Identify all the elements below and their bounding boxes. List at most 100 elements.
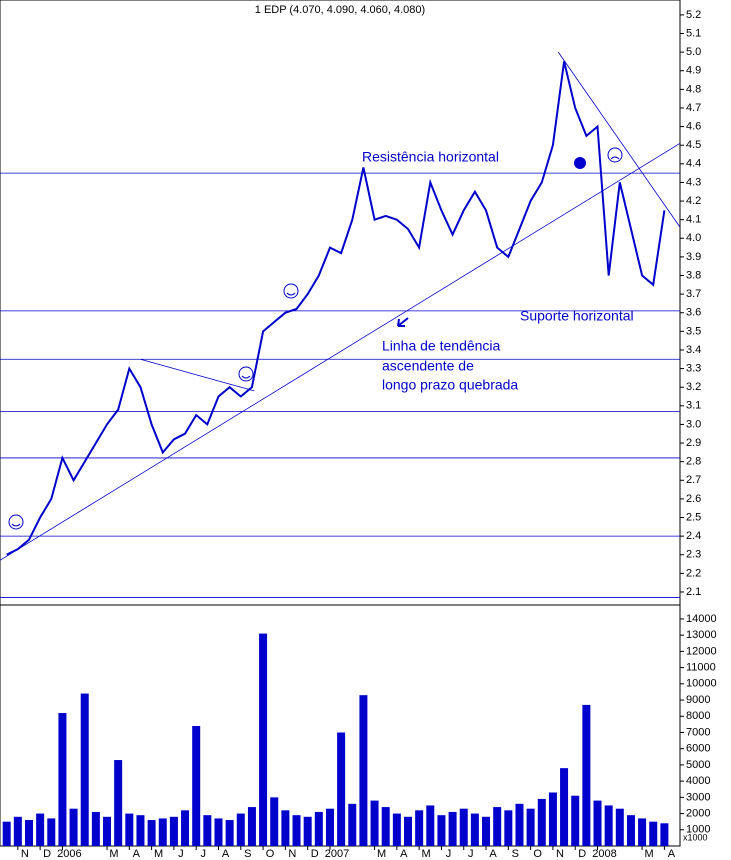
volume-bar [638,818,647,846]
y-tick-label: 2.3 [686,549,701,561]
x-tick-label: J [178,848,184,860]
x-tick-label: D [311,848,319,860]
x-tick-label: M [422,848,431,860]
volume-bar [348,803,357,846]
volume-bar [571,795,580,846]
y-tick-label: 4.3 [686,176,701,188]
x-tick-label: J [446,848,452,860]
y-tick-label: 2.6 [686,493,701,505]
volume-bar [169,816,178,846]
y-tick-label: 2.7 [686,474,701,486]
x-tick-label: S [512,848,519,860]
volume-bar [114,760,123,846]
volume-bar [192,725,201,846]
x-tick-label: A [222,848,230,860]
trend-line [557,51,681,228]
volume-bar [325,808,334,846]
y-tick-label: 4.9 [686,65,701,77]
x-tick-label: M [645,848,654,860]
x-tick-label: J [200,848,206,860]
y-tick-label: 14000 [686,613,717,625]
volume-bar [515,803,524,846]
volume-bar [259,633,268,846]
smileys [8,147,623,530]
annotation: Linha de tendência [382,338,501,354]
volume-bar [437,815,446,846]
y-tick-label: 8000 [686,710,710,722]
y-tick-label: 2.1 [686,586,701,598]
x-tick-label: A [400,848,408,860]
x-tick-label: A [489,848,497,860]
y-tick-label: 2000 [686,807,710,819]
volume-bar [493,807,502,846]
volume-bar [314,811,323,846]
y-tick-label: 4000 [686,775,710,787]
y-tick-label: 2.9 [686,437,701,449]
x-tick-label: D [43,848,51,860]
volume-bar [593,800,602,846]
y-tick-label: 10000 [686,678,717,690]
volume-bar [504,810,513,846]
volume-bar [303,816,312,846]
volume-bar [125,813,134,846]
y-tick-label: 5000 [686,759,710,771]
y-tick-label: 11000 [686,662,716,674]
x-tick-label: D [578,848,586,860]
x-tick-label: 2006 [57,848,81,860]
volume-bar [359,695,368,846]
volume-bar [448,811,457,846]
y-tick-label: 5.2 [686,9,701,21]
y-tick-label: 13000 [686,629,717,641]
volume-bar [660,823,669,846]
bomb-icon [574,157,586,169]
annotation: Resistência horizontal [362,149,499,165]
volume-bar [69,808,78,846]
volume-bar [292,815,301,846]
volume-bar [415,810,424,846]
y-tick-label: 2.2 [686,567,701,579]
annotation: ascendente de [382,358,474,374]
volume-bar [582,704,591,846]
volume-bar [381,807,390,846]
y-tick-label: 4.2 [686,195,701,207]
x-tick-label: 2007 [325,848,349,860]
volume-bar [615,808,624,846]
volume-bar [103,816,112,846]
annotation: longo prazo quebrada [382,377,518,393]
x-tick-label: A [668,848,676,860]
y-tick-label: 3.6 [686,307,701,319]
y-tick-label: 3.3 [686,362,701,374]
y-tick-label: 3.9 [686,251,701,263]
y-tick-label: 4.0 [686,232,701,244]
y-tick-label: 2.4 [686,530,701,542]
y-tick-label: 3000 [686,791,710,803]
volume-bar [482,816,491,846]
plot-frame [0,0,681,847]
volume-bar [236,813,245,846]
x-tick-label: S [244,848,251,860]
volume-bar [24,820,33,846]
unit-label: x1000 [683,832,708,842]
y-tick-label: 2.5 [686,511,701,523]
trend-line [0,142,681,561]
price-line [6,61,666,556]
volume-bar [2,821,11,846]
y-tick-label: 4.6 [686,120,701,132]
x-tick-label: M [377,848,386,860]
volume-bar [36,813,45,846]
volume-bar [214,818,223,846]
volume-bar [537,798,546,846]
y-tick-label: 12000 [686,645,717,657]
volume-bar [80,693,89,846]
volume-bar [548,792,557,846]
y-tick-label: 2.8 [686,456,701,468]
y-tick-label: 9000 [686,694,710,706]
y-tick-label: 3.1 [686,400,701,412]
volume-bar [181,810,190,846]
volume-bar [337,732,346,846]
y-tick-label: 4.4 [686,158,701,170]
volume-bar [13,816,22,846]
volume-bar [392,813,401,846]
x-tick-label: M [154,848,163,860]
